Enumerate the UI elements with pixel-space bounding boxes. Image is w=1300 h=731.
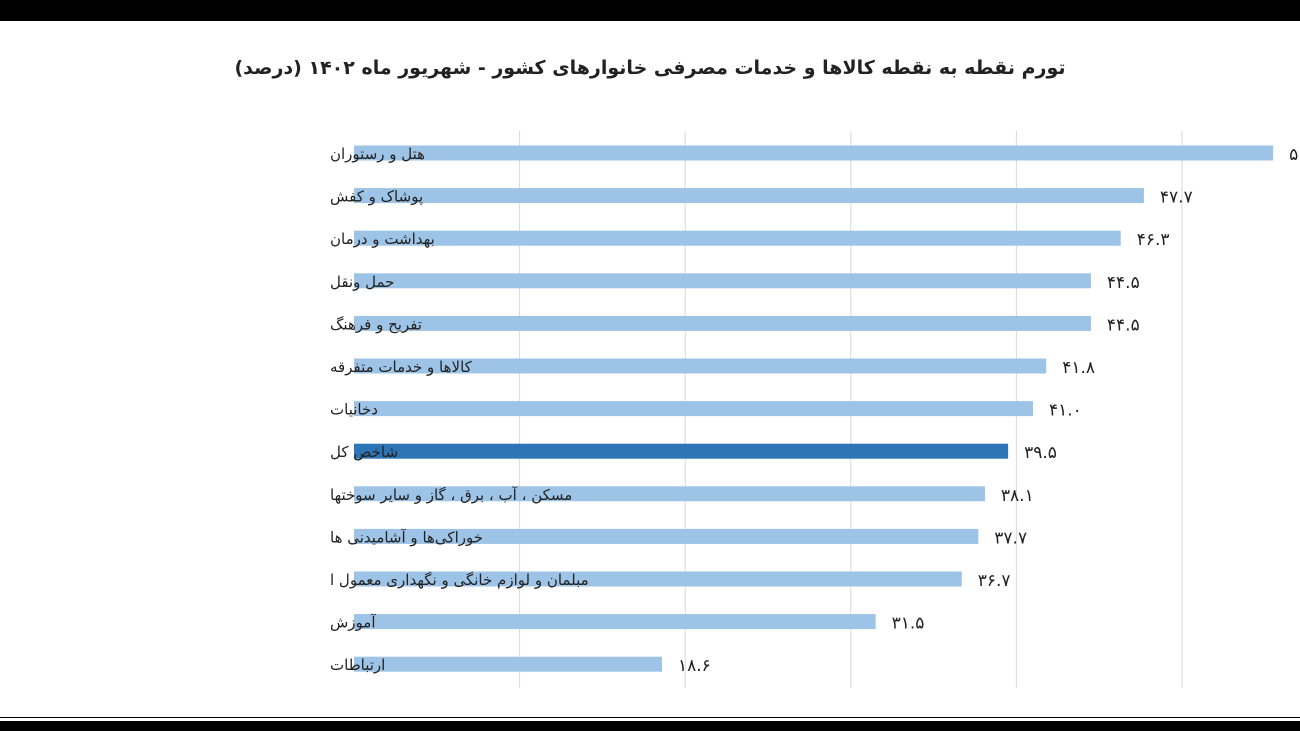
- category-label: هتل و رستوران: [330, 145, 425, 163]
- category-label: تفریح و فرهنگ: [330, 315, 422, 333]
- bar-total-index: [354, 443, 1009, 459]
- data-label: ۳۹.۵: [1024, 443, 1057, 463]
- bar: [354, 358, 1047, 374]
- bottom-border: [0, 717, 1300, 718]
- category-label: دخانیات: [330, 401, 378, 419]
- bar: [354, 571, 962, 587]
- bar: [354, 273, 1091, 289]
- bar: [354, 401, 1033, 417]
- bar: [354, 315, 1091, 331]
- bar: [354, 145, 1274, 161]
- bar: [354, 230, 1121, 246]
- category-label: ارتباطات: [330, 656, 385, 674]
- data-label: ۱۸.۶: [678, 656, 711, 676]
- data-label: ۳۶.۷: [978, 571, 1011, 591]
- data-label: ۴۴.۵: [1107, 315, 1140, 335]
- data-label: ۴۱.۰: [1049, 401, 1082, 421]
- category-label: پوشاک و کفش: [330, 188, 423, 207]
- data-label: ۴۴.۵: [1107, 273, 1140, 293]
- data-label: ۴۷.۷: [1160, 188, 1193, 208]
- bar: [354, 614, 876, 630]
- bar: [354, 656, 663, 672]
- bar: [354, 486, 985, 502]
- bar: [354, 528, 979, 544]
- data-label: ۳۸.۱: [1001, 486, 1034, 506]
- category-label: کالاها و خدمات متفرقه: [330, 358, 473, 376]
- category-label: خوراکی‌ها و آشامیدنی ها: [330, 528, 483, 546]
- data-label: ۵: [1289, 145, 1298, 165]
- data-label: ۳۷.۷: [994, 528, 1027, 548]
- bar: [354, 188, 1144, 204]
- data-label: ۴۱.۸: [1062, 358, 1095, 378]
- data-label: ۴۶.۳: [1137, 230, 1170, 250]
- category-label: شاخص کل: [330, 443, 398, 461]
- category-label: آموزش: [330, 614, 376, 632]
- category-label: مسکن ، آب ، برق ، گاز و سایر سوختها: [330, 486, 572, 504]
- category-label: بهداشت و درمان: [330, 230, 435, 248]
- data-label: ۳۱.۵: [892, 614, 925, 634]
- category-label: حمل ونقل: [330, 273, 394, 291]
- category-label: مبلمان و لوازم خانگی و نگهداری معمول ا: [330, 571, 589, 589]
- chart-title: تورم نقطه به نقطه کالاها و خدمات مصرفی خ…: [234, 57, 1066, 79]
